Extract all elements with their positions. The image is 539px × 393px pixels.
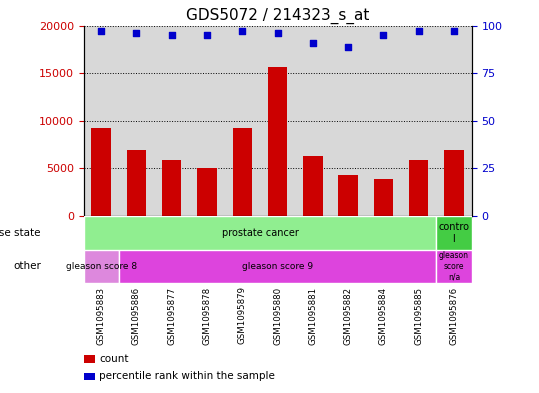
Text: prostate cancer: prostate cancer [222,228,299,238]
Bar [437,216,472,250]
Text: GSM1095879: GSM1095879 [238,286,247,345]
Bar [197,167,217,216]
Point [308,40,317,46]
Point [414,28,423,35]
Bar [338,175,358,216]
Point [97,28,106,35]
Text: count: count [99,354,129,364]
Bar [374,179,393,216]
Bar [260,26,295,216]
Text: GSM1095876: GSM1095876 [450,286,459,345]
Point [168,32,176,38]
Bar [92,129,111,216]
Point [450,28,458,35]
Bar [330,26,366,216]
Bar [84,355,95,363]
Bar [409,160,429,216]
Text: GSM1095881: GSM1095881 [308,286,317,345]
Text: GSM1095880: GSM1095880 [273,286,282,345]
Text: other: other [13,261,41,271]
Bar [437,26,472,216]
Point [238,28,247,35]
Text: contro
l: contro l [439,222,469,244]
Bar [303,156,322,216]
Point [132,30,141,36]
Point [344,43,353,50]
Text: gleason score 9: gleason score 9 [242,262,313,271]
Bar [84,26,119,216]
Bar [366,26,401,216]
Point [379,32,388,38]
Bar [225,26,260,216]
Bar [162,160,182,216]
Point [203,32,211,38]
Bar [437,250,472,283]
Bar [119,250,437,283]
Bar [189,26,225,216]
Text: GSM1095886: GSM1095886 [132,286,141,345]
Bar [268,66,287,216]
Text: GSM1095885: GSM1095885 [414,286,423,345]
Point [273,30,282,36]
Text: percentile rank within the sample: percentile rank within the sample [99,371,275,382]
Bar [401,26,437,216]
Title: GDS5072 / 214323_s_at: GDS5072 / 214323_s_at [186,8,369,24]
Text: gleason score 8: gleason score 8 [66,262,137,271]
Bar [233,127,252,216]
Text: GSM1095884: GSM1095884 [379,286,388,345]
Bar [154,26,189,216]
Bar [84,250,119,283]
Bar [127,151,146,216]
Bar [84,373,95,380]
Text: gleason
score
n/a: gleason score n/a [439,252,469,281]
Bar [119,26,154,216]
Text: GSM1095882: GSM1095882 [344,286,353,345]
Text: GSM1095877: GSM1095877 [167,286,176,345]
Text: GSM1095883: GSM1095883 [96,286,106,345]
Text: GSM1095878: GSM1095878 [203,286,211,345]
Bar [444,151,464,216]
Bar [295,26,330,216]
Text: disease state: disease state [0,228,41,238]
